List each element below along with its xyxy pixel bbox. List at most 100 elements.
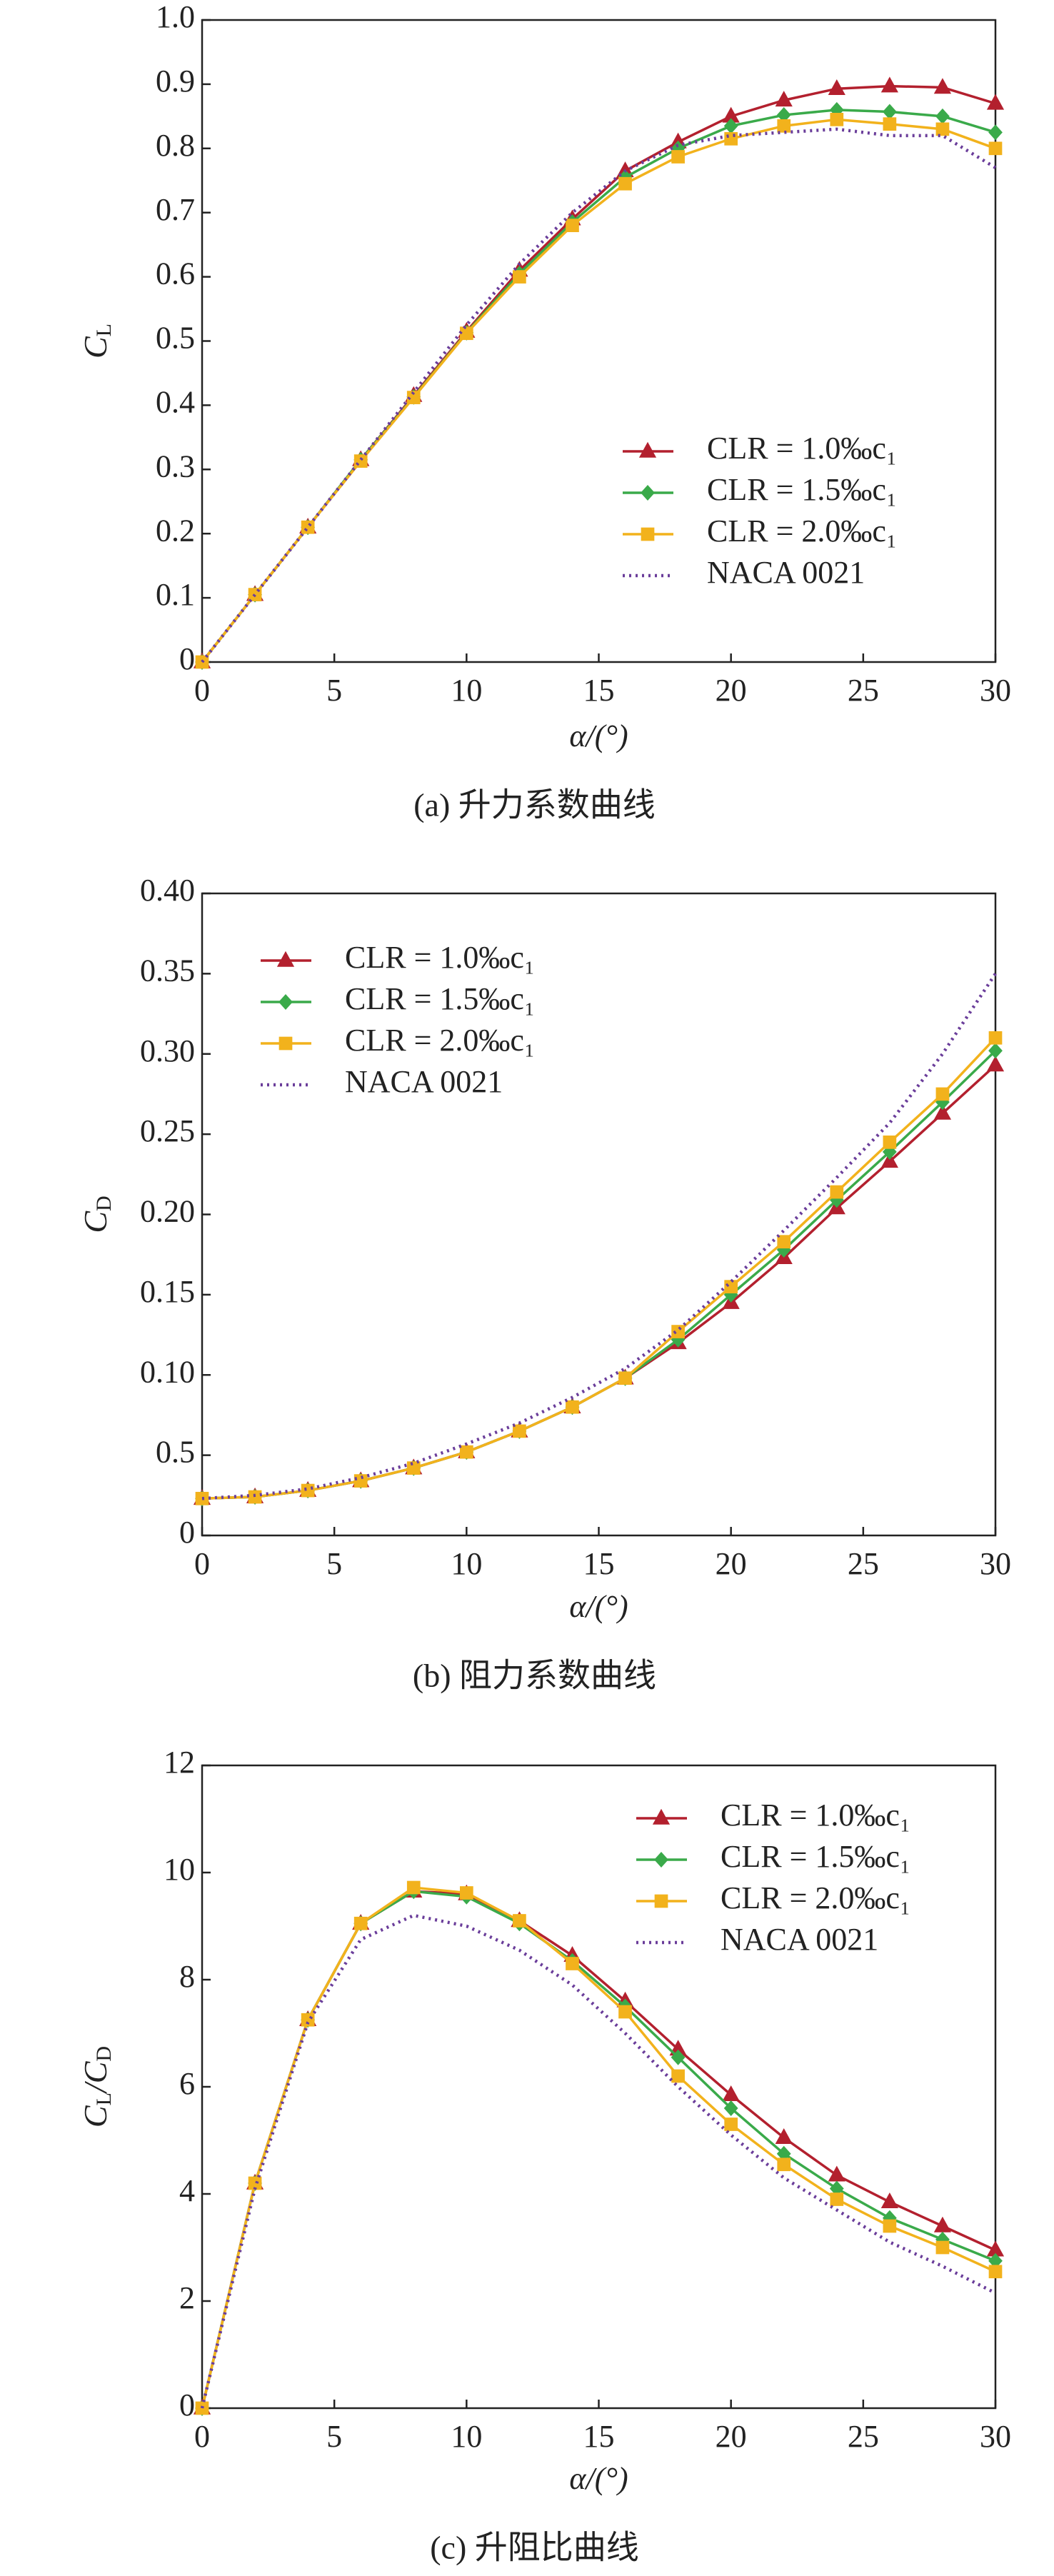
y-tick-label: 0.5 — [156, 321, 195, 356]
marker — [986, 2240, 1005, 2257]
marker — [724, 1280, 738, 1293]
marker — [353, 454, 368, 468]
x-tick-label: 25 — [848, 673, 879, 708]
legend-marker — [638, 441, 657, 458]
marker — [829, 2180, 844, 2197]
marker — [723, 118, 738, 134]
marker — [513, 270, 526, 284]
x-tick-label: 0 — [194, 2419, 210, 2454]
series-line — [201, 1037, 997, 1500]
y-tick-label: 0.9 — [156, 64, 195, 99]
x-tick-label: 10 — [451, 1546, 482, 1581]
legend-marker — [654, 1894, 668, 1908]
y-label-main: /C — [77, 2060, 114, 2095]
marker — [459, 1886, 473, 1900]
marker — [566, 219, 579, 233]
y-label-sub: L — [92, 324, 116, 336]
marker — [880, 76, 898, 93]
marker — [777, 1235, 791, 1249]
legend-label: CLR = 2.0‰c₁ — [721, 1880, 910, 1915]
y-tick-label: 4 — [179, 2173, 195, 2208]
marker — [671, 1325, 685, 1338]
chart: 0 5 10 15 20 25 30 0 0.5 0.10 0.15 0.20 0.25 0.30 0.35… — [77, 873, 1011, 1693]
x-tick-label: 5 — [326, 673, 342, 708]
chart: 0 5 10 15 20 25 30 0 2 4 6 8 10 12 α/(°) CL/CD (c) 升阻比曲线… — [77, 1745, 1011, 2565]
marker — [724, 2118, 738, 2131]
marker — [513, 1914, 526, 1928]
x-tick-label: 25 — [848, 1546, 879, 1581]
y-tick-label: 0.30 — [140, 1033, 195, 1068]
marker — [353, 1474, 368, 1488]
y-tick-label: 0.1 — [156, 577, 195, 612]
x-tick-label: 30 — [980, 673, 1011, 708]
series-line — [201, 973, 997, 1500]
y-axis-label: CD — [77, 1196, 116, 1233]
marker — [935, 108, 950, 124]
y-tick-label: 0.15 — [140, 1274, 195, 1309]
legend-label: NACA 0021 — [345, 1064, 503, 1099]
y-tick-label: 0.8 — [156, 128, 195, 163]
x-tick-label: 25 — [848, 2419, 879, 2454]
caption: (b) 阻力系数曲线 — [413, 1658, 656, 1694]
legend-label: CLR = 1.0‰c₁ — [721, 1798, 910, 1833]
marker — [459, 326, 473, 341]
y-label-main: C — [77, 2105, 114, 2128]
x-tick-label: 0 — [194, 1546, 210, 1581]
marker — [301, 1483, 315, 1498]
marker — [988, 2265, 1003, 2279]
y-tick-label: 0 — [179, 2387, 195, 2422]
y-tick-label: 8 — [179, 1959, 195, 1994]
x-tick-label: 15 — [583, 1546, 615, 1581]
marker — [353, 1916, 368, 1930]
x-tick-label: 20 — [716, 2419, 747, 2454]
x-tick-label: 10 — [451, 2419, 482, 2454]
marker — [988, 124, 1003, 141]
x-tick-label: 30 — [980, 2419, 1011, 2454]
y-tick-label: 1.0 — [156, 0, 195, 34]
x-tick-label: 20 — [716, 673, 747, 708]
y-label-sub: D — [92, 2046, 116, 2062]
y-label-sub: L — [92, 2093, 116, 2105]
marker — [566, 1957, 579, 1970]
legend-marker — [641, 527, 655, 541]
x-tick-label: 5 — [326, 2419, 342, 2454]
marker — [618, 1371, 632, 1385]
legend-label: NACA 0021 — [721, 1922, 878, 1957]
marker — [933, 2216, 952, 2232]
series-line — [201, 1049, 997, 1500]
y-tick-label: 0.7 — [156, 192, 195, 227]
marker — [406, 1880, 421, 1895]
series-line — [201, 84, 996, 663]
marker — [935, 2240, 950, 2255]
marker — [986, 94, 1005, 110]
marker — [830, 1185, 844, 1199]
legend-marker — [278, 1036, 293, 1051]
y-tick-label: 0.4 — [156, 384, 195, 419]
y-tick-label: 0.10 — [140, 1354, 195, 1389]
marker — [988, 1043, 1003, 1059]
series-line — [201, 1064, 997, 1500]
y-tick-label: 0.3 — [156, 448, 195, 483]
marker — [671, 150, 685, 164]
marker — [775, 91, 793, 107]
marker — [459, 1445, 473, 1459]
chart: 0 5 10 15 20 25 30 0 0.1 0.2 0.3 0.4 0.5 0.6 0.7 0.8 0.9… — [77, 0, 1011, 823]
marker — [828, 79, 845, 95]
marker — [248, 2176, 262, 2190]
x-axis-label: α/(°) — [569, 718, 628, 753]
marker — [777, 2157, 791, 2172]
legend-marker — [652, 1808, 671, 1825]
marker — [775, 2128, 793, 2145]
y-tick-label: 0.6 — [156, 256, 195, 291]
legend-marker — [641, 485, 655, 501]
x-tick-label: 0 — [194, 673, 210, 708]
legend-marker — [278, 994, 293, 1010]
marker — [880, 1152, 898, 1168]
marker — [724, 131, 738, 146]
marker — [935, 1087, 950, 1101]
x-tick-label: 20 — [716, 1546, 747, 1581]
legend-label: NACA 0021 — [707, 555, 865, 590]
y-tick-label: 12 — [164, 1745, 195, 1780]
